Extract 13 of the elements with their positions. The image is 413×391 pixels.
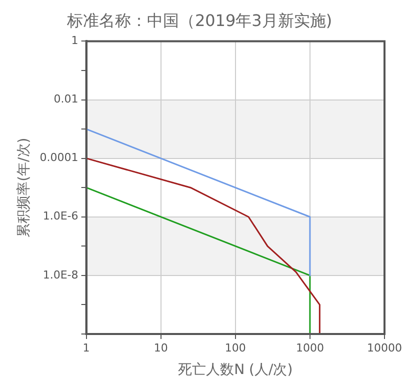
y-tick-label: 1.0E-8	[42, 268, 78, 282]
x-tick-label: 100	[224, 341, 246, 354]
x-tick-label: 1	[82, 341, 90, 354]
y-axis-title: 累积频率(年/次)	[16, 138, 32, 238]
y-tick-label: 0.0001	[40, 151, 78, 164]
y-tick-label: 1.0E-6	[42, 210, 78, 223]
y-tick-label: 0.01	[54, 92, 78, 106]
x-tick-label: 10000	[367, 341, 402, 354]
x-tick-label: 10	[154, 341, 168, 354]
x-tick-label: 1000	[296, 341, 324, 354]
x-axis-title: 死亡人数N (人/次)	[178, 362, 293, 378]
y-tick-label: 1	[71, 34, 78, 48]
chart-title: 标准名称：中国（2019年3月新实施)	[66, 10, 332, 30]
